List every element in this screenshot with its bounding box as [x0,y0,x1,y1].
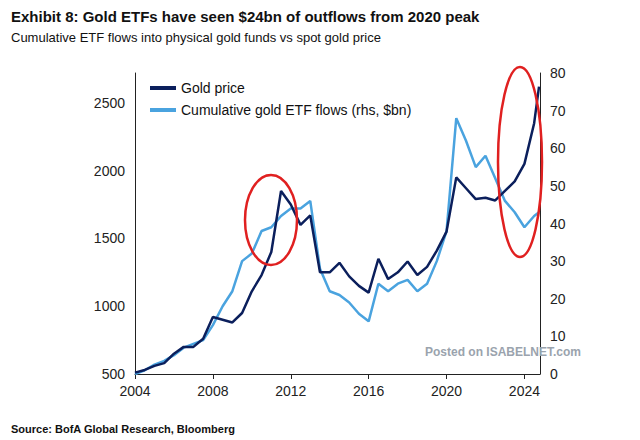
svg-text:Exhibit 8: Gold ETFs have seen: Exhibit 8: Gold ETFs have seen $24bn of … [11,8,480,25]
svg-text:0: 0 [550,366,558,382]
svg-text:Posted on ISABELNET.com: Posted on ISABELNET.com [425,345,581,359]
svg-text:60: 60 [550,140,566,156]
svg-text:2004: 2004 [119,383,150,399]
svg-text:Gold price: Gold price [181,80,245,96]
svg-text:2024: 2024 [509,383,540,399]
svg-text:70: 70 [550,103,566,119]
svg-text:500: 500 [102,366,126,382]
svg-text:2008: 2008 [197,383,228,399]
svg-text:2020: 2020 [431,383,462,399]
svg-text:20: 20 [550,291,566,307]
svg-text:Cumulative ETF flows into phys: Cumulative ETF flows into physical gold … [11,30,381,45]
svg-text:50: 50 [550,178,566,194]
svg-text:2500: 2500 [94,95,125,111]
svg-text:1000: 1000 [94,298,125,314]
svg-text:40: 40 [550,216,566,232]
svg-text:Source: BofA Global Research,: Source: BofA Global Research, Bloomberg [11,423,235,435]
svg-text:2016: 2016 [353,383,384,399]
svg-text:2012: 2012 [275,383,306,399]
svg-text:1500: 1500 [94,230,125,246]
svg-text:80: 80 [550,65,566,81]
svg-text:10: 10 [550,328,566,344]
svg-text:30: 30 [550,253,566,269]
svg-text:2000: 2000 [94,163,125,179]
svg-text:Cumulative gold ETF flows (rhs: Cumulative gold ETF flows (rhs, $bn) [181,102,411,118]
